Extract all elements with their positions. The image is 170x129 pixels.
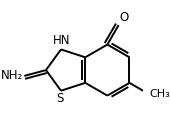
Text: CH₃: CH₃ (150, 89, 170, 99)
Text: O: O (119, 11, 129, 24)
Text: HN: HN (53, 34, 71, 47)
Text: NH₂: NH₂ (1, 69, 23, 82)
Text: S: S (56, 92, 64, 104)
